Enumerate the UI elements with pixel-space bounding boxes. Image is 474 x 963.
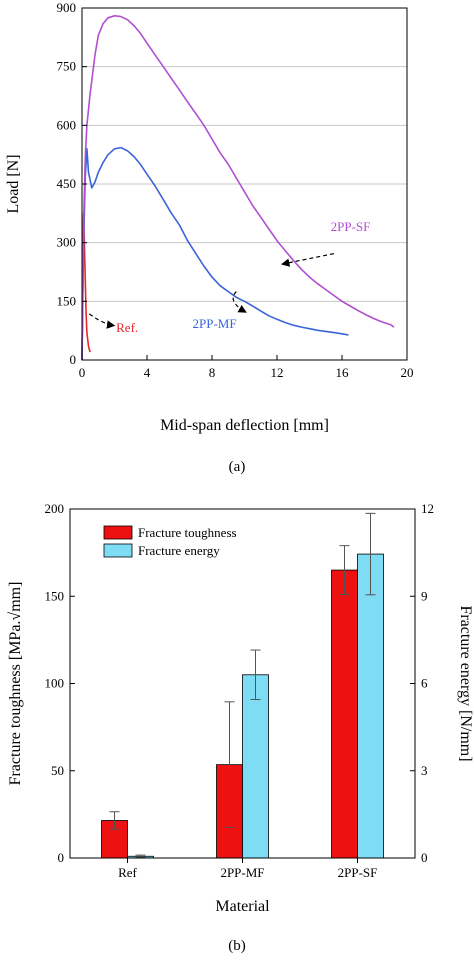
- panel-b-right-y-ticks: 0 3 6 9 12: [410, 501, 434, 865]
- panel-a-y-axis-label: Load [N]: [5, 154, 22, 213]
- series-line-2pp-sf: [81, 15, 395, 361]
- bar-fracture-energy-2pp-sf: [357, 553, 384, 859]
- legend-label-fracture-toughness: Fracture toughness: [138, 525, 237, 540]
- panel-a-y-tick-label: 600: [57, 117, 77, 132]
- annotation-arrow-ref: [88, 313, 116, 329]
- panel-a-y-tick-label: 300: [57, 235, 77, 250]
- panel-a-x-tick-label: 20: [401, 365, 414, 380]
- series-line-2pp-mf: [81, 146, 349, 361]
- panel-b-x-tick-label: Ref: [118, 865, 137, 880]
- panel-b-right-y-tick-label: 0: [421, 850, 428, 865]
- panel-b-legend: Fracture toughness Fracture energy: [103, 525, 237, 558]
- panel-a-gridlines: [82, 66, 407, 302]
- panel-b-left-y-ticks: 0 50 100 150 200: [45, 501, 75, 865]
- panel-b-left-y-tick-label: 150: [45, 588, 65, 603]
- panel-a-x-axis-label: Mid-span deflection [mm]: [160, 417, 329, 434]
- panel-b-bars: [101, 512, 384, 859]
- panel-b-left-y-axis-label: Fracture toughness [MPa.√mm]: [7, 582, 24, 786]
- panel-b-label: (b): [228, 938, 246, 954]
- panel-b-right-y-tick-label: 12: [421, 501, 434, 516]
- panel-a-y-tick-label: 450: [57, 176, 77, 191]
- annotation-label-ref: Ref.: [116, 320, 138, 335]
- annotation-label-2pp-sf: 2PP-SF: [331, 219, 371, 234]
- panel-b-right-y-axis-label: Fracture energy [N/mm]: [457, 605, 474, 761]
- panel-b-x-axis-label: Material: [215, 898, 270, 915]
- panel-a-x-tick-label: 0: [79, 365, 86, 380]
- panel-b-left-y-tick-label: 50: [51, 763, 64, 778]
- panel-a-x-ticks: 0 4 8 12 16 20: [79, 355, 414, 380]
- panel-b-bar-chart: Ref 2PP-MF 2PP-SF 0 50 100 150 200 0 3 6 9 12 Frac…: [7, 501, 474, 954]
- panel-b-right-y-tick-label: 9: [421, 588, 428, 603]
- panel-a-x-tick-label: 4: [144, 365, 151, 380]
- panel-a-y-tick-label: 900: [57, 0, 77, 15]
- panel-b-x-tick-label: 2PP-SF: [338, 865, 378, 880]
- panel-a-label: (a): [229, 459, 246, 475]
- panel-a-y-tick-label: 150: [57, 293, 77, 308]
- legend-swatch-fracture-toughness: [103, 525, 133, 540]
- annotation-label-2pp-mf: 2PP-MF: [193, 316, 237, 331]
- panel-a-annotations: 2PP-SF 2PP-MF Ref.: [88, 219, 371, 335]
- bar-fracture-toughness-2pp-sf: [331, 569, 358, 859]
- panel-b-x-ticks: Ref 2PP-MF 2PP-SF: [118, 858, 377, 880]
- panel-a-y-tick-label: 750: [57, 59, 77, 74]
- panel-a-y-tick-label: 0: [70, 352, 77, 367]
- panel-a-x-tick-label: 8: [209, 365, 216, 380]
- panel-b-right-y-tick-label: 6: [421, 676, 428, 691]
- panel-b-left-y-tick-label: 0: [58, 850, 65, 865]
- panel-b-left-y-tick-label: 100: [45, 676, 65, 691]
- bar-fracture-energy-2pp-mf: [242, 674, 269, 859]
- panel-a-x-tick-label: 12: [271, 365, 284, 380]
- panel-a-line-chart: 2PP-SF 2PP-MF Ref. 0 4 8 12 16 20 0 150 300 450 600…: [5, 0, 414, 475]
- legend-swatch-fracture-energy: [103, 543, 133, 558]
- annotation-arrow-2pp-sf: [281, 253, 334, 267]
- panel-a-x-tick-label: 16: [336, 365, 350, 380]
- panel-b-right-y-tick-label: 3: [421, 763, 428, 778]
- panel-a-y-ticks: 0 150 300 450 600 750 900: [57, 0, 87, 367]
- panel-b-left-y-tick-label: 200: [45, 501, 65, 516]
- legend-label-fracture-energy: Fracture energy: [138, 543, 220, 558]
- annotation-arrow-2pp-mf: [232, 291, 247, 313]
- panel-b-x-tick-label: 2PP-MF: [220, 865, 264, 880]
- panel-a-series: [81, 15, 395, 361]
